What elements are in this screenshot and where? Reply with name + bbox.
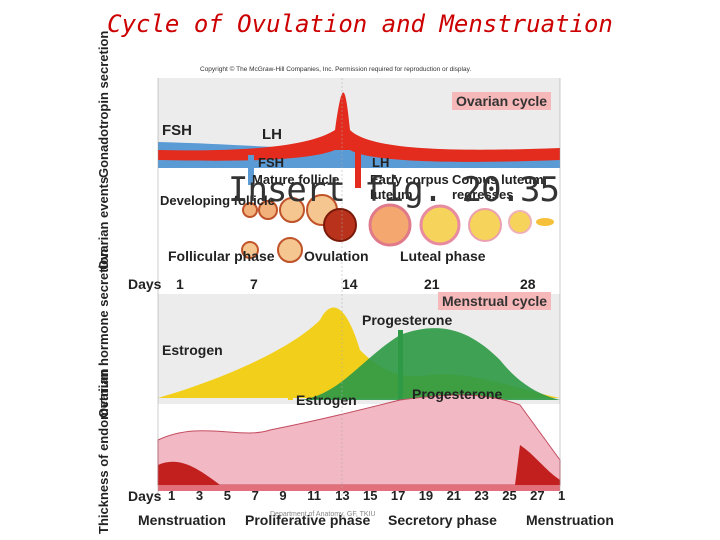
phase-menstruation-start: Menstruation — [138, 512, 226, 528]
lh-label: LH — [262, 126, 282, 143]
day-tick: 17 — [390, 488, 406, 503]
fsh-small-label: FSH — [258, 155, 284, 170]
follicle-2 — [258, 200, 278, 220]
day-tick: 5 — [223, 488, 231, 503]
day-tick: 7 — [251, 488, 259, 503]
day-tick: 7 — [250, 276, 258, 292]
day-tick: 25 — [502, 488, 517, 503]
insert-figure-text: Insert fig. 20.35 — [228, 170, 560, 210]
day-tick: 11 — [307, 488, 322, 503]
day-tick: 27 — [530, 488, 545, 503]
estrogen-label: Estrogen — [162, 342, 223, 358]
phase-secretory: Secretory phase — [388, 512, 497, 528]
follicle-1 — [242, 202, 258, 218]
day-tick: 21 — [446, 488, 462, 503]
day-tick: 21 — [424, 276, 440, 292]
phase-proliferative: Proliferative phase — [245, 512, 371, 528]
progesterone-curve — [158, 328, 560, 400]
ovulation-label: Ovulation — [304, 248, 369, 264]
luteal-phase-label: Luteal phase — [400, 248, 486, 264]
progesterone-arrow — [398, 330, 403, 402]
day-tick: 23 — [474, 488, 489, 503]
endometrium-layer — [157, 394, 561, 486]
progesterone-arrow-label: Progesterone — [412, 386, 503, 402]
estrogen-arrow — [288, 355, 293, 400]
lh-small-label: LH — [372, 155, 390, 170]
day-tick: 1 — [168, 488, 176, 503]
corpus-luteum-2 — [419, 204, 461, 246]
day-tick: 14 — [342, 276, 358, 292]
endometrium-base — [158, 485, 560, 491]
day-tick: 15 — [363, 488, 378, 503]
day-tick: 3 — [195, 488, 204, 503]
day-tick: 1 — [558, 488, 566, 503]
mature-follicle-label: Mature follicle — [252, 172, 340, 187]
day-tick: 13 — [335, 488, 350, 503]
follicle-5 — [241, 241, 259, 259]
estrogen-arrow-label: Estrogen — [296, 392, 357, 408]
ovulation-follicle — [323, 208, 357, 242]
progesterone-label: Progesterone — [362, 312, 453, 328]
footer-credit: Department of Anatomy, GF, TKIU — [270, 511, 376, 518]
follicle-6 — [277, 237, 303, 263]
menstrual-flow-start — [158, 461, 220, 485]
corpus-albicans — [536, 218, 554, 226]
fsh-label: FSH — [162, 122, 192, 139]
fsh-arrow — [248, 155, 254, 185]
page-title: Cycle of Ovulation and Menstruation — [107, 10, 613, 38]
phase-menstruation-end: Menstruation — [526, 512, 614, 528]
days-row-bottom: 1 3 5 7 9 11 13 15 17 19 21 23 25 27 1 — [168, 488, 565, 506]
follicular-phase-label: Follicular phase — [168, 248, 275, 264]
corpus-luteum-3 — [468, 208, 502, 242]
corpus-luteum-regresses-label: Corpus luteum regresses — [452, 172, 544, 202]
day-tick: 19 — [418, 488, 434, 503]
menstrual-flow-end — [515, 445, 560, 485]
corpus-luteum-4 — [508, 210, 532, 234]
menstrual-cycle-box: Menstrual cycle — [438, 292, 552, 310]
day-tick: 1 — [176, 276, 184, 292]
lh-arrow — [355, 138, 361, 188]
corpus-luteum-1 — [368, 203, 412, 247]
day-tick: 9 — [279, 488, 287, 503]
days-label-bottom: Days — [128, 488, 162, 504]
follicle-row — [241, 194, 554, 263]
ovarian-cycle-box: Ovarian cycle — [452, 92, 552, 110]
follicle-3 — [279, 197, 305, 223]
early-corpus-luteum-label: Early corpus luteum — [370, 172, 449, 202]
day-tick: 28 — [520, 276, 536, 292]
days-label-top: Days — [128, 276, 162, 292]
developing-follicle-label: Developing follicle — [160, 193, 275, 208]
copyright-notice: Copyright © The McGraw-Hill Companies, I… — [200, 66, 472, 73]
